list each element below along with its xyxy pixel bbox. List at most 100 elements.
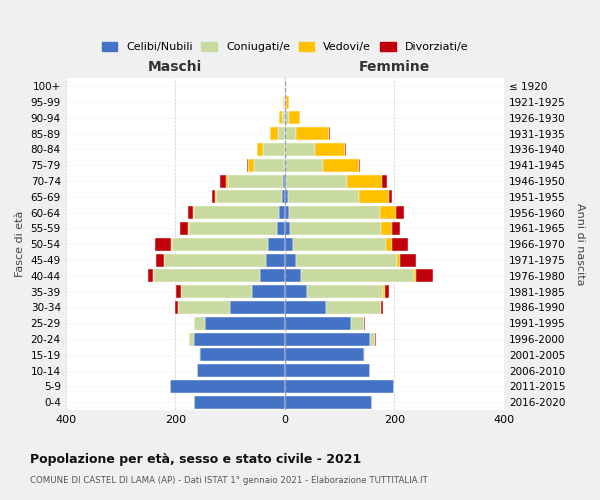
- Bar: [285, 238, 293, 250]
- Text: Popolazione per età, sesso e stato civile - 2021: Popolazione per età, sesso e stato civil…: [30, 452, 361, 466]
- Bar: [301, 270, 413, 282]
- Bar: [283, 96, 284, 108]
- Bar: [247, 159, 248, 172]
- Text: Maschi: Maschi: [148, 60, 202, 74]
- Bar: [268, 238, 285, 250]
- Bar: [285, 254, 296, 266]
- Bar: [285, 396, 373, 408]
- Bar: [375, 332, 376, 345]
- Bar: [200, 348, 285, 362]
- Bar: [220, 174, 226, 188]
- Bar: [392, 222, 400, 235]
- Bar: [283, 174, 285, 188]
- Bar: [285, 270, 301, 282]
- Bar: [329, 127, 330, 140]
- Bar: [285, 332, 370, 345]
- Bar: [285, 96, 286, 108]
- Bar: [188, 206, 193, 219]
- Bar: [194, 332, 285, 345]
- Bar: [164, 254, 266, 266]
- Bar: [364, 317, 365, 330]
- Bar: [230, 301, 285, 314]
- Bar: [277, 222, 285, 235]
- Bar: [199, 348, 200, 362]
- Bar: [296, 127, 329, 140]
- Bar: [383, 285, 385, 298]
- Bar: [148, 270, 154, 282]
- Bar: [226, 174, 229, 188]
- Bar: [382, 174, 387, 188]
- Bar: [175, 301, 178, 314]
- Bar: [286, 96, 289, 108]
- Bar: [364, 348, 365, 362]
- Bar: [347, 174, 382, 188]
- Bar: [326, 301, 380, 314]
- Bar: [386, 238, 392, 250]
- Bar: [280, 112, 282, 124]
- Bar: [194, 206, 280, 219]
- Bar: [205, 317, 285, 330]
- Bar: [154, 270, 260, 282]
- Bar: [282, 190, 285, 203]
- Text: COMUNE DI CASTEL DI LAMA (AP) - Dati ISTAT 1° gennaio 2021 - Elaborazione TUTTIT: COMUNE DI CASTEL DI LAMA (AP) - Dati IST…: [30, 476, 428, 485]
- Y-axis label: Anni di nascita: Anni di nascita: [575, 203, 585, 285]
- Bar: [380, 222, 392, 235]
- Bar: [266, 254, 285, 266]
- Bar: [282, 112, 285, 124]
- Bar: [359, 159, 360, 172]
- Bar: [293, 238, 386, 250]
- Bar: [392, 238, 408, 250]
- Bar: [285, 222, 290, 235]
- Bar: [285, 174, 286, 188]
- Bar: [156, 254, 164, 266]
- Bar: [280, 206, 285, 219]
- Bar: [254, 159, 284, 172]
- Bar: [285, 285, 307, 298]
- Bar: [290, 222, 380, 235]
- Legend: Celibi/Nubili, Coniugati/e, Vedovi/e, Divorziati/e: Celibi/Nubili, Coniugati/e, Vedovi/e, Di…: [97, 38, 473, 57]
- Bar: [285, 143, 315, 156]
- Bar: [285, 317, 350, 330]
- Bar: [285, 380, 394, 393]
- Bar: [416, 270, 433, 282]
- Bar: [359, 190, 389, 203]
- Bar: [212, 190, 215, 203]
- Bar: [286, 174, 347, 188]
- Bar: [307, 285, 383, 298]
- Bar: [285, 127, 296, 140]
- Bar: [194, 317, 205, 330]
- Bar: [197, 364, 285, 377]
- Bar: [172, 238, 268, 250]
- Bar: [229, 174, 283, 188]
- Bar: [285, 206, 289, 219]
- Bar: [260, 270, 285, 282]
- Bar: [178, 301, 230, 314]
- Bar: [400, 254, 416, 266]
- Text: Femmine: Femmine: [359, 60, 430, 74]
- Bar: [389, 190, 392, 203]
- Bar: [194, 396, 285, 408]
- Bar: [217, 190, 282, 203]
- Bar: [370, 332, 375, 345]
- Bar: [284, 159, 285, 172]
- Bar: [252, 285, 285, 298]
- Bar: [170, 380, 285, 393]
- Bar: [397, 254, 400, 266]
- Bar: [189, 222, 277, 235]
- Bar: [257, 143, 263, 156]
- Bar: [285, 348, 364, 362]
- Bar: [285, 159, 323, 172]
- Bar: [285, 112, 289, 124]
- Bar: [380, 301, 383, 314]
- Bar: [413, 270, 416, 282]
- Bar: [285, 364, 370, 377]
- Bar: [296, 254, 397, 266]
- Bar: [193, 206, 194, 219]
- Y-axis label: Fasce di età: Fasce di età: [15, 211, 25, 278]
- Bar: [263, 143, 285, 156]
- Bar: [285, 190, 287, 203]
- Bar: [176, 285, 181, 298]
- Bar: [284, 96, 285, 108]
- Bar: [179, 222, 188, 235]
- Bar: [215, 190, 217, 203]
